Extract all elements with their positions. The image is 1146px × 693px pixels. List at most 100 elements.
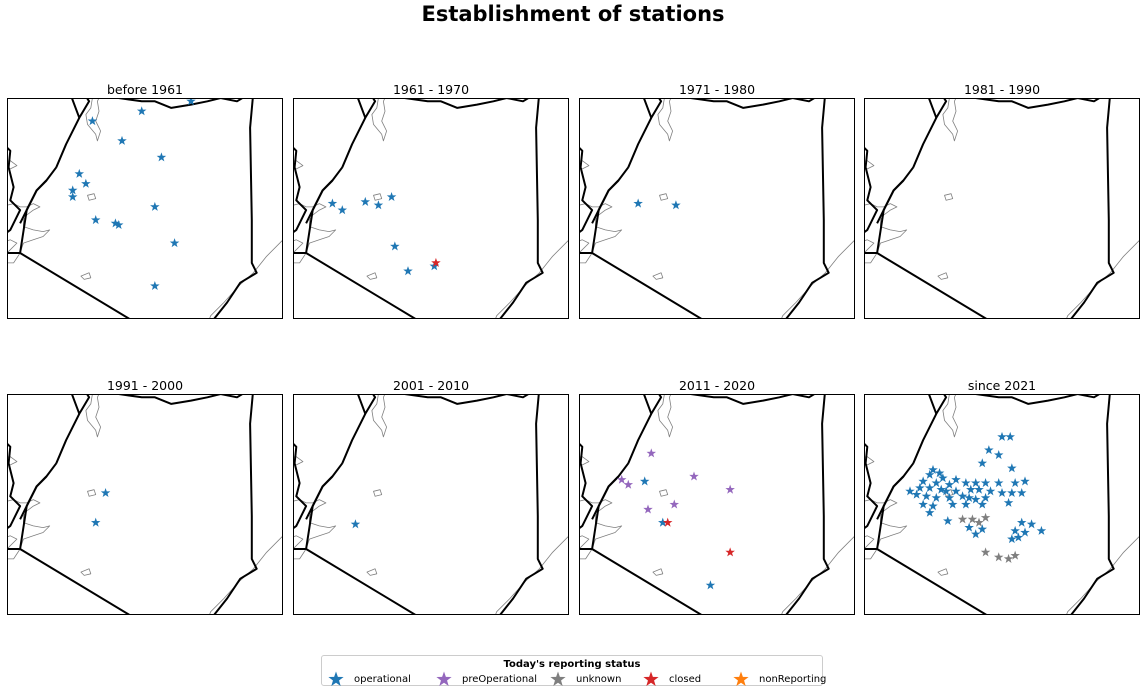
lake-baringo-outline xyxy=(87,193,97,201)
star-icon xyxy=(550,671,566,686)
lake-victoria-outline xyxy=(7,499,51,560)
station-marker xyxy=(671,200,681,210)
station-marker xyxy=(150,201,160,211)
lake-victoria-outline xyxy=(293,203,337,264)
map-frame xyxy=(864,98,1140,319)
kenya-border xyxy=(305,98,544,319)
station-marker xyxy=(150,281,160,291)
lake-turkana-outline xyxy=(657,98,673,142)
station-marker xyxy=(646,448,657,458)
country-border xyxy=(356,98,367,119)
legend-label: nonReporting xyxy=(759,673,827,685)
legend-label: preOperational xyxy=(462,673,538,685)
lake-kyoga-outline xyxy=(7,456,18,466)
legend: Today's reporting status operational preO… xyxy=(321,655,826,687)
country-border xyxy=(927,394,938,415)
station-marker xyxy=(966,484,976,494)
lake-natron-outline xyxy=(652,568,664,576)
panel-title: 1961 - 1970 xyxy=(392,82,470,97)
station-marker xyxy=(993,552,1004,562)
station-marker xyxy=(984,445,994,455)
station-marker xyxy=(997,487,1007,497)
panel-title: 2011 - 2020 xyxy=(678,378,756,393)
lake-turkana-outline xyxy=(85,98,101,142)
station-marker xyxy=(386,191,397,201)
star-icon xyxy=(643,671,659,686)
legend-item-closed: closed xyxy=(641,671,701,687)
lake-victoria-outline xyxy=(579,203,623,264)
station-marker xyxy=(431,257,441,267)
station-marker xyxy=(967,514,978,524)
station-marker xyxy=(1003,553,1014,563)
lake-turkana-outline xyxy=(85,394,101,438)
station-marker xyxy=(643,504,653,514)
station-marker xyxy=(1010,550,1020,560)
coastline xyxy=(780,302,797,319)
legend-item-nonReporting: nonReporting xyxy=(731,671,826,687)
station-marker xyxy=(1007,463,1017,473)
station-marker xyxy=(1010,478,1020,488)
country-border xyxy=(7,442,22,530)
station-marker xyxy=(924,507,935,517)
station-marker xyxy=(1007,534,1017,544)
station-marker xyxy=(980,512,991,522)
lake-turkana-outline xyxy=(942,98,958,142)
legend-item-preOperational: preOperational xyxy=(434,671,537,687)
map-panel xyxy=(7,98,283,319)
station-marker xyxy=(360,196,371,206)
station-marker xyxy=(373,200,384,210)
map-frame xyxy=(579,394,855,615)
lake-kyoga-outline xyxy=(293,456,304,466)
station-marker xyxy=(616,474,627,484)
map-panel xyxy=(293,98,569,319)
station-marker xyxy=(964,522,974,532)
panel-title: before 1961 xyxy=(106,82,183,97)
country-border xyxy=(642,98,653,119)
panel-title: since 2021 xyxy=(967,378,1037,393)
lake-turkana-outline xyxy=(371,394,387,438)
legend-label: operational xyxy=(354,673,411,685)
station-marker xyxy=(924,469,935,479)
kenya-border xyxy=(876,394,1115,615)
panel-title: 1971 - 1980 xyxy=(678,82,756,97)
station-marker xyxy=(1016,487,1027,497)
country-border xyxy=(293,146,308,234)
map-panel xyxy=(864,394,1140,615)
map-frame xyxy=(579,98,855,319)
station-marker xyxy=(957,491,968,501)
star-icon xyxy=(436,671,452,686)
figure-title: Establishment of stations xyxy=(421,2,725,26)
lake-kyoga-outline xyxy=(579,160,590,170)
country-border xyxy=(19,475,48,520)
station-marker xyxy=(669,499,680,509)
station-marker xyxy=(934,468,945,478)
station-marker xyxy=(689,471,699,481)
country-border xyxy=(864,442,879,530)
country-border xyxy=(356,394,367,415)
station-marker xyxy=(1016,517,1027,527)
station-marker xyxy=(113,219,124,230)
coastline xyxy=(494,598,511,615)
coastline xyxy=(780,598,797,615)
lake-baringo-outline xyxy=(373,489,383,497)
station-marker xyxy=(1005,431,1015,441)
map-panel xyxy=(579,98,855,319)
map-frame xyxy=(7,98,283,319)
lake-turkana-outline xyxy=(942,394,958,438)
coastline xyxy=(208,598,225,615)
map-frame xyxy=(293,394,569,615)
lake-turkana-outline xyxy=(371,98,387,142)
station-marker xyxy=(725,547,735,557)
station-marker xyxy=(918,476,928,486)
kenya-border xyxy=(876,98,1115,319)
station-marker xyxy=(993,478,1004,488)
station-marker xyxy=(74,168,85,178)
kenya-border xyxy=(305,394,544,615)
lake-natron-outline xyxy=(937,272,949,280)
country-border xyxy=(591,179,620,224)
station-marker xyxy=(961,499,971,509)
star-icon xyxy=(733,671,749,686)
legend-label: unknown xyxy=(576,673,622,685)
station-marker xyxy=(67,191,78,201)
lake-victoria-outline xyxy=(579,499,623,560)
